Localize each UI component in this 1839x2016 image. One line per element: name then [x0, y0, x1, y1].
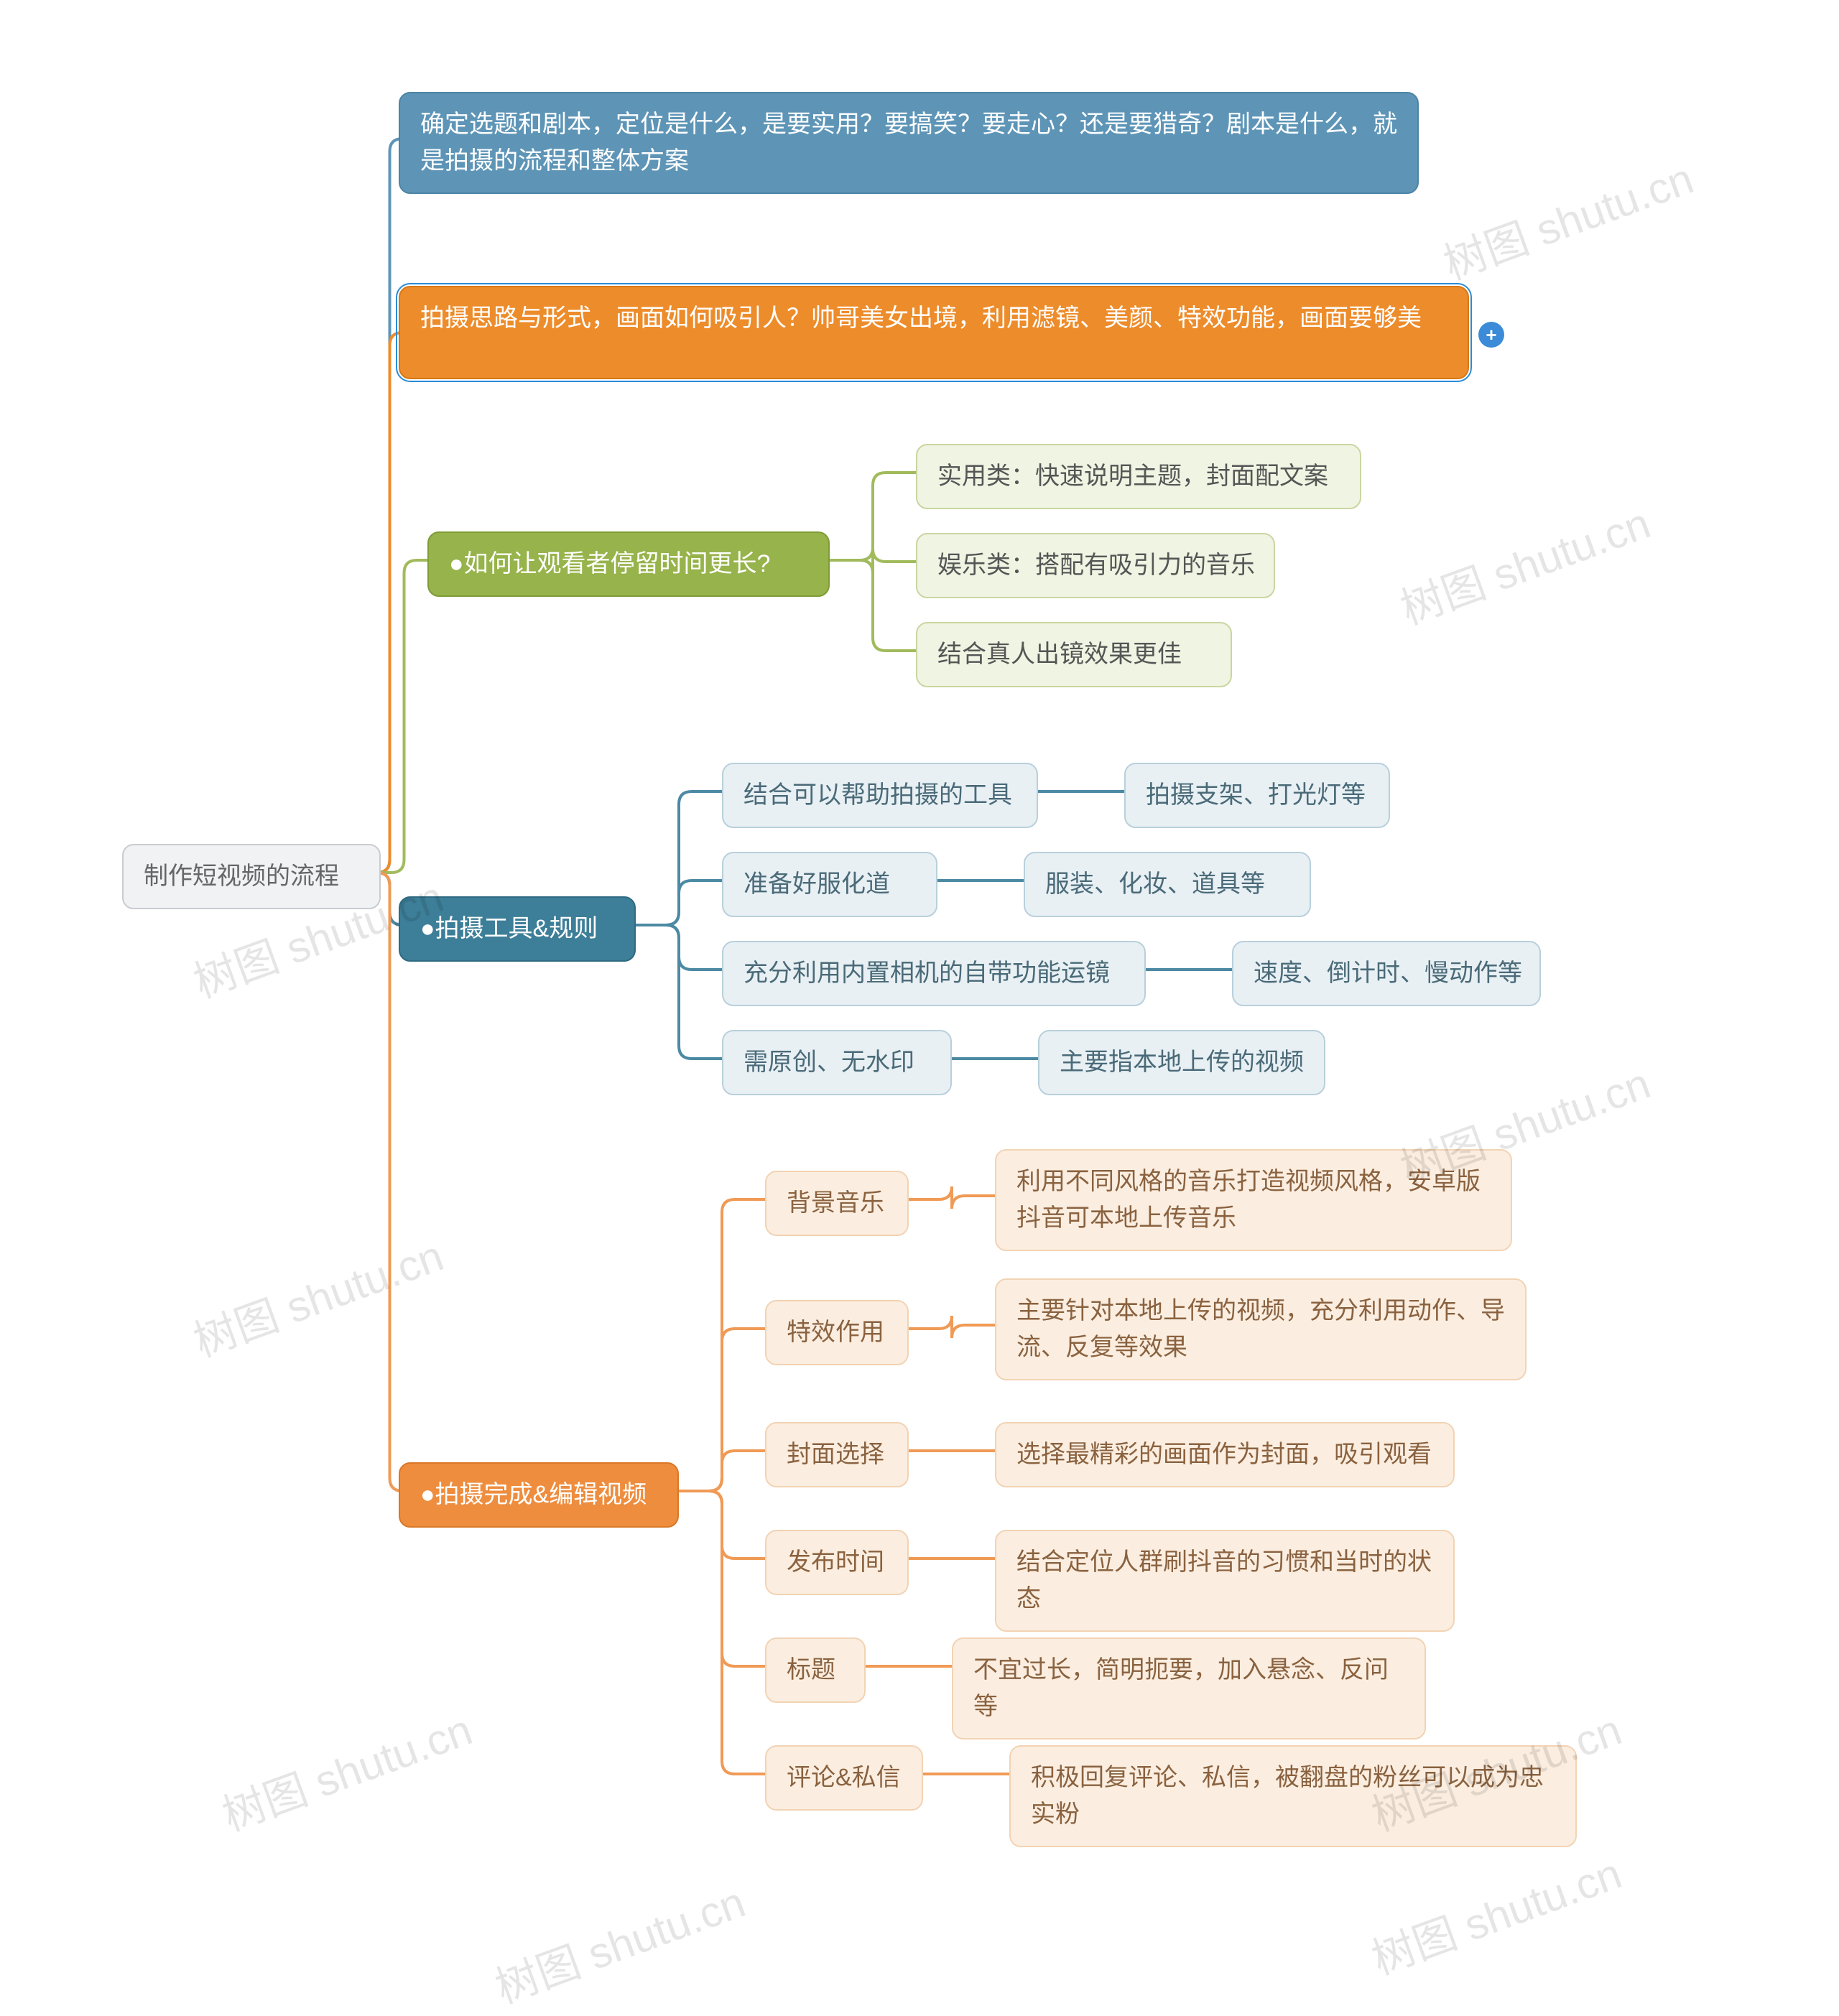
mindmap-node[interactable]: 确定选题和剧本，定位是什么，是要实用？要搞笑？要走心？还是要猎奇？剧本是什么，就…: [399, 92, 1419, 194]
mindmap-node[interactable]: 实用类：快速说明主题，封面配文案: [916, 444, 1361, 509]
mindmap-node[interactable]: 拍摄思路与形式，画面如何吸引人？帅哥美女出境，利用滤镜、美颜、特效功能，画面要够…: [399, 286, 1469, 379]
mindmap-node[interactable]: 不宜过长，简明扼要，加入悬念、反问等: [952, 1638, 1426, 1739]
mindmap-node[interactable]: 拍摄支架、打光灯等: [1124, 763, 1390, 828]
mindmap-node[interactable]: 准备好服化道: [722, 852, 937, 917]
mindmap-node[interactable]: 娱乐类：搭配有吸引力的音乐: [916, 533, 1275, 598]
mindmap-node[interactable]: ●拍摄完成&编辑视频: [399, 1462, 679, 1528]
mindmap-node[interactable]: 制作短视频的流程: [122, 844, 381, 909]
mindmap-node[interactable]: ●拍摄工具&规则: [399, 896, 636, 962]
mindmap-node[interactable]: 利用不同风格的音乐打造视频风格，安卓版抖音可本地上传音乐: [995, 1149, 1512, 1251]
mindmap-node[interactable]: 速度、倒计时、慢动作等: [1232, 941, 1541, 1006]
mindmap-node[interactable]: 发布时间: [765, 1530, 909, 1595]
mindmap-node[interactable]: 服装、化妆、道具等: [1024, 852, 1311, 917]
mindmap-node[interactable]: 积极回复评论、私信，被翻盘的粉丝可以成为忠实粉: [1009, 1745, 1577, 1847]
mindmap-node[interactable]: 结合可以帮助拍摄的工具: [722, 763, 1038, 828]
watermark: 树图 shutu.cn: [486, 1867, 752, 2015]
mindmap-node[interactable]: 需原创、无水印: [722, 1030, 952, 1095]
mindmap-node[interactable]: 主要针对本地上传的视频，充分利用动作、导流、反复等效果: [995, 1278, 1527, 1380]
mindmap-node[interactable]: 特效作用: [765, 1300, 909, 1365]
mindmap-node[interactable]: 结合定位人群刷抖音的习惯和当时的状态: [995, 1530, 1455, 1632]
watermark: 树图 shutu.cn: [184, 1221, 450, 1369]
mindmap-node[interactable]: 标题: [765, 1638, 866, 1703]
mindmap-node[interactable]: 封面选择: [765, 1422, 909, 1487]
mindmap-node[interactable]: 主要指本地上传的视频: [1038, 1030, 1325, 1095]
mindmap-node[interactable]: 背景音乐: [765, 1171, 909, 1236]
mindmap-node[interactable]: 评论&私信: [765, 1745, 923, 1811]
watermark: 树图 shutu.cn: [213, 1695, 479, 1843]
mindmap-node[interactable]: 充分利用内置相机的自带功能运镜: [722, 941, 1146, 1006]
watermark: 树图 shutu.cn: [1362, 1839, 1629, 1987]
mindmap-canvas: 制作短视频的流程 确定选题和剧本，定位是什么，是要实用？要搞笑？要走心？还是要猎奇…: [0, 0, 1839, 1988]
watermark: 树图 shutu.cn: [1434, 144, 1700, 292]
add-child-button[interactable]: +: [1478, 322, 1504, 348]
watermark: 树图 shutu.cn: [1391, 488, 1657, 636]
mindmap-node[interactable]: 选择最精彩的画面作为封面，吸引观看: [995, 1422, 1455, 1487]
mindmap-node[interactable]: ●如何让观看者停留时间更长?: [427, 531, 830, 597]
mindmap-node[interactable]: 结合真人出镜效果更佳: [916, 622, 1232, 687]
